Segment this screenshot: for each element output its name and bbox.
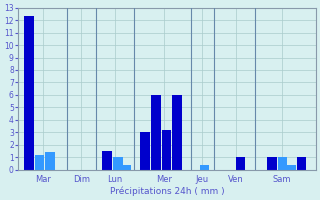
Bar xyxy=(297,157,306,170)
Bar xyxy=(267,157,277,170)
Bar xyxy=(236,157,245,170)
Bar xyxy=(102,151,112,170)
Bar xyxy=(200,165,209,170)
Bar xyxy=(151,95,161,170)
Bar xyxy=(286,165,296,170)
Bar xyxy=(140,132,150,170)
Bar xyxy=(172,95,182,170)
Bar xyxy=(278,157,287,170)
Bar xyxy=(122,165,131,170)
Bar xyxy=(35,155,44,170)
X-axis label: Précipitations 24h ( mm ): Précipitations 24h ( mm ) xyxy=(109,186,224,196)
Bar xyxy=(113,157,123,170)
Bar xyxy=(162,130,171,170)
Bar xyxy=(24,16,34,170)
Bar xyxy=(45,152,55,170)
